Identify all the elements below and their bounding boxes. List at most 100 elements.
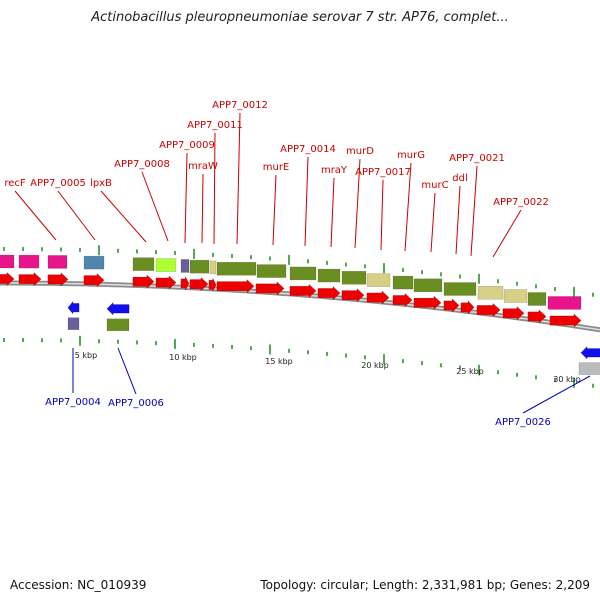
reverse-cds-arrow[interactable] xyxy=(67,301,80,315)
topology-label: Topology: circular; Length: 2,331,981 bp… xyxy=(260,578,590,592)
gene-label-top[interactable]: murG xyxy=(397,150,425,161)
gene-label-top[interactable]: APP7_0011 xyxy=(187,120,243,131)
feature-block[interactable] xyxy=(547,296,582,310)
forward-cds-arrow[interactable] xyxy=(317,286,341,301)
feature-block[interactable] xyxy=(392,275,414,290)
reverse-cds-arrow[interactable] xyxy=(580,346,600,360)
gene-leader-line xyxy=(141,171,169,242)
gene-label-top[interactable]: APP7_0005 xyxy=(30,178,86,189)
gene-label-bottom[interactable]: APP7_0026 xyxy=(495,417,551,428)
gene-leader-line xyxy=(272,174,277,246)
gene-leader-line xyxy=(184,152,188,244)
gene-leader-line xyxy=(304,156,309,247)
gene-label-top[interactable]: APP7_0022 xyxy=(493,197,549,208)
feature-block[interactable] xyxy=(366,273,391,287)
feature-block[interactable] xyxy=(18,254,40,269)
feature-block[interactable] xyxy=(216,262,257,276)
feature-block-lower[interactable] xyxy=(106,318,130,332)
gene-leader-line xyxy=(14,190,57,241)
gene-label-top[interactable]: murD xyxy=(346,146,374,157)
gene-leader-line xyxy=(455,185,461,255)
map-title: Actinobacillus pleuropneumoniae serovar … xyxy=(91,10,509,25)
forward-cds-arrow[interactable] xyxy=(549,313,582,328)
forward-cds-arrow[interactable] xyxy=(208,278,217,292)
forward-cds-arrow[interactable] xyxy=(460,300,475,315)
accession-label: Accession: NC_010939 xyxy=(10,578,147,592)
gene-leader-line xyxy=(201,173,204,244)
reverse-cds-arrow[interactable] xyxy=(106,302,130,316)
gene-label-top[interactable]: APP7_0009 xyxy=(159,140,215,151)
gene-label-top[interactable]: recF xyxy=(4,178,26,189)
forward-cds-arrow[interactable] xyxy=(289,283,317,298)
gene-leader-line xyxy=(213,132,216,245)
forward-cds-arrow[interactable] xyxy=(366,290,390,305)
feature-block[interactable] xyxy=(317,268,341,283)
feature-block[interactable] xyxy=(180,259,190,273)
feature-block[interactable] xyxy=(341,271,367,285)
scale-label: 30 kbp xyxy=(553,375,581,384)
gene-label-top[interactable]: mraW xyxy=(188,161,218,172)
gene-label-top[interactable]: APP7_0014 xyxy=(280,144,336,155)
gene-leader-line xyxy=(354,158,361,249)
forward-cds-arrow[interactable] xyxy=(155,275,177,290)
gene-label-top[interactable]: ddl xyxy=(452,173,467,184)
gene-leader-line xyxy=(522,375,591,414)
forward-cds-arrow[interactable] xyxy=(216,279,255,294)
gene-leader-line xyxy=(100,190,147,243)
feature-block[interactable] xyxy=(0,254,15,269)
scale-label: 20 kbp xyxy=(361,361,389,370)
gene-label-top[interactable]: mraY xyxy=(321,165,348,176)
gene-leader-line xyxy=(330,177,335,248)
forward-cds-arrow[interactable] xyxy=(0,272,15,286)
feature-block[interactable] xyxy=(209,260,217,275)
forward-cds-arrow[interactable] xyxy=(392,293,413,308)
gene-label-top[interactable]: APP7_0021 xyxy=(449,153,505,164)
forward-cds-arrow[interactable] xyxy=(502,306,525,321)
gene-leader-line xyxy=(117,347,137,395)
forward-cds-arrow[interactable] xyxy=(341,288,365,303)
gene-leader-line xyxy=(470,165,478,257)
forward-cds-arrow[interactable] xyxy=(413,295,442,310)
feature-block[interactable] xyxy=(47,255,68,269)
gene-label-top[interactable]: APP7_0012 xyxy=(212,100,268,111)
feature-block-lower[interactable] xyxy=(578,362,600,375)
gene-label-top[interactable]: lpxB xyxy=(90,178,112,189)
forward-cds-arrow[interactable] xyxy=(83,273,105,288)
forward-cds-arrow[interactable] xyxy=(132,274,155,289)
gene-leader-line xyxy=(380,179,384,251)
forward-cds-arrow[interactable] xyxy=(527,309,547,324)
feature-block[interactable] xyxy=(413,278,443,293)
scale-label: 5 kbp xyxy=(75,351,97,360)
scale-label: 25 kbp xyxy=(456,367,484,376)
forward-cds-arrow[interactable] xyxy=(180,276,190,291)
forward-cds-arrow[interactable] xyxy=(443,298,460,313)
feature-block[interactable] xyxy=(189,259,210,274)
gene-label-top[interactable]: murE xyxy=(263,162,290,173)
forward-cds-arrow[interactable] xyxy=(189,277,209,292)
gene-label-bottom[interactable]: APP7_0004 xyxy=(45,397,101,408)
gene-label-top[interactable]: murC xyxy=(421,180,448,191)
feature-block[interactable] xyxy=(132,257,155,271)
feature-block[interactable] xyxy=(503,289,528,303)
forward-cds-arrow[interactable] xyxy=(255,281,285,296)
gene-label-top[interactable]: APP7_0008 xyxy=(114,159,170,170)
feature-block[interactable] xyxy=(155,258,177,272)
gene-leader-line xyxy=(430,192,436,253)
feature-block[interactable] xyxy=(83,255,105,270)
forward-cds-arrow[interactable] xyxy=(47,272,69,287)
scale-label: 10 kbp xyxy=(169,353,197,362)
gene-label-top[interactable]: APP7_0017 xyxy=(355,167,411,178)
scale-label: 15 kbp xyxy=(265,357,293,366)
feature-block[interactable] xyxy=(289,266,317,281)
forward-cds-arrow[interactable] xyxy=(476,303,501,317)
feature-block[interactable] xyxy=(527,292,547,306)
gene-leader-line xyxy=(57,190,96,241)
feature-block[interactable] xyxy=(256,264,287,278)
feature-block-lower[interactable] xyxy=(67,317,80,330)
gene-leader-line xyxy=(236,112,241,245)
feature-block[interactable] xyxy=(477,286,504,300)
gene-label-bottom[interactable]: APP7_0006 xyxy=(108,398,164,409)
feature-block[interactable] xyxy=(443,282,477,296)
forward-cds-arrow[interactable] xyxy=(18,272,42,287)
